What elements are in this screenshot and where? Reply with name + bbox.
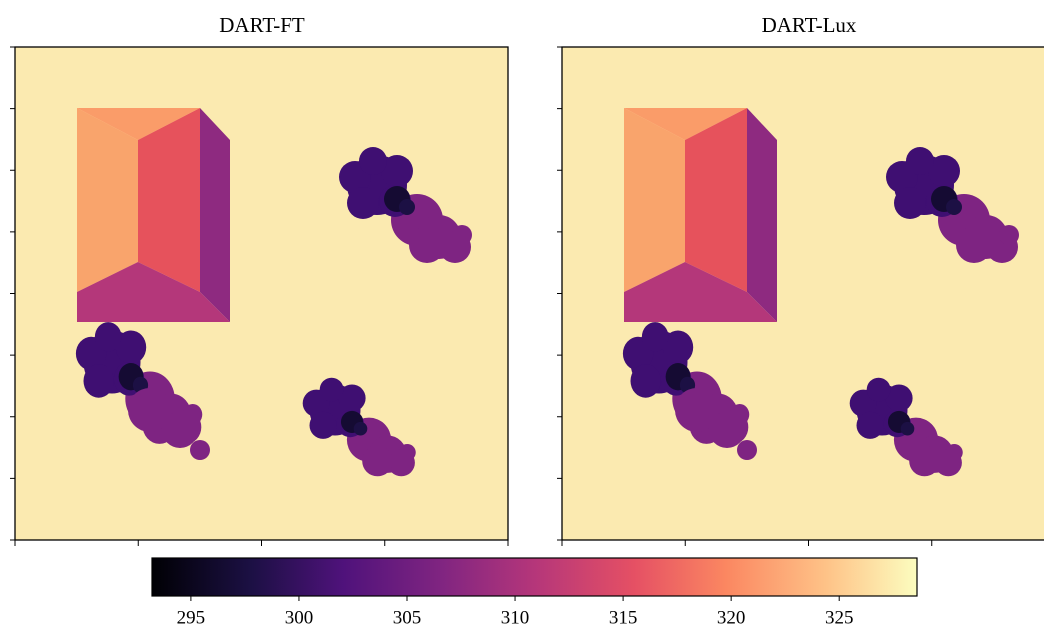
panel-right <box>562 47 1044 540</box>
colorbar-tick-label: 300 <box>285 607 314 628</box>
colorbar <box>151 557 918 597</box>
panel-left <box>15 47 508 540</box>
colorbar-tick-label: 310 <box>501 607 530 628</box>
colorbar-tick-label: 320 <box>717 607 746 628</box>
panel-title: DART-Lux <box>762 13 857 37</box>
colorbar-tick-label: 305 <box>393 607 422 628</box>
colorbar-tick-label: 325 <box>825 607 854 628</box>
panel-title: DART-FT <box>219 13 305 37</box>
colorbar-tick-label: 295 <box>177 607 206 628</box>
colorbar-tick-label: 315 <box>609 607 638 628</box>
